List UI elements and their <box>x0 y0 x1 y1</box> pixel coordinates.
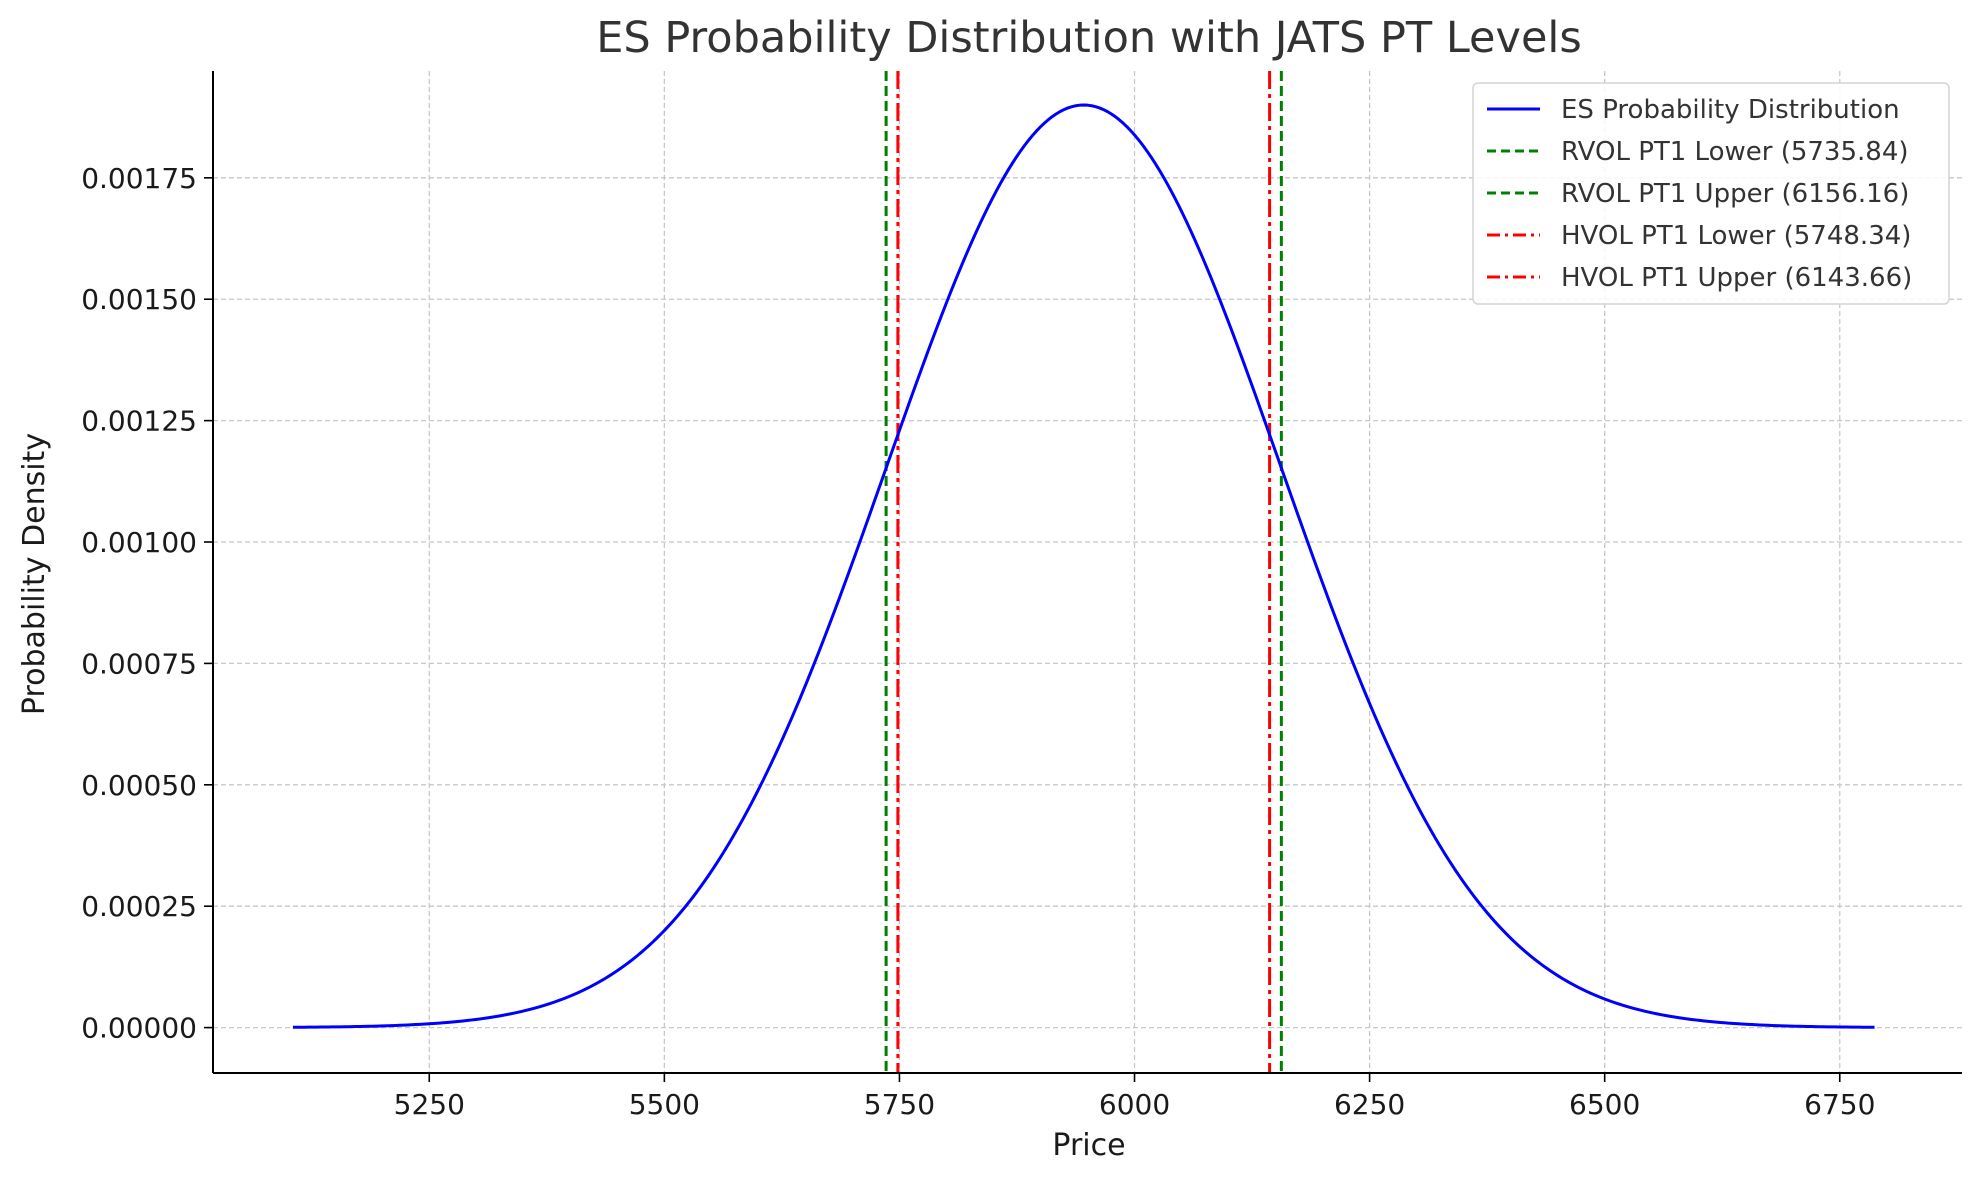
y-tick-label: 0.00025 <box>81 890 197 923</box>
legend-box <box>1472 82 1950 305</box>
x-tick-label: 5750 <box>864 1088 935 1121</box>
y-tick-label: 0.00150 <box>81 283 197 316</box>
curve-layer <box>292 103 1875 1029</box>
x-axis-title: Price <box>1052 1128 1125 1163</box>
y-axis-title: Probability Density <box>17 433 52 715</box>
y-tick-label: 0.00075 <box>81 647 197 680</box>
ticks-layer: 5250 5500 5750 6000 6250 6500 6750 0.00000 0.000… <box>81 162 1875 1121</box>
legend-label: HVOL PT1 Upper (6143.66) <box>1561 263 1912 293</box>
y-tick-label: 0.00125 <box>81 405 197 438</box>
x-tick-label: 5500 <box>629 1088 700 1121</box>
y-tick-label: 0.00100 <box>81 526 197 559</box>
vertical-lines-layer <box>884 71 1283 1073</box>
y-tick-label: 0.00050 <box>81 769 197 802</box>
x-tick-label: 6750 <box>1804 1088 1875 1121</box>
x-tick-label: 5250 <box>394 1088 465 1121</box>
y-tick-label: 0.00175 <box>81 162 197 195</box>
x-tick-label: 6000 <box>1099 1088 1170 1121</box>
legend-label: RVOL PT1 Lower (5735.84) <box>1561 137 1909 167</box>
y-tick-label: 0.00000 <box>81 1012 197 1045</box>
legend-label: ES Probability Distribution <box>1561 95 1900 125</box>
chart-title: ES Probability Distribution with JATS PT… <box>596 13 1582 63</box>
x-tick-label: 6500 <box>1569 1088 1640 1121</box>
distribution-curve <box>292 103 1875 1029</box>
legend: ES Probability Distribution RVOL PT1 Lowe… <box>1472 82 1950 305</box>
x-tick-label: 6250 <box>1334 1088 1405 1121</box>
legend-label: RVOL PT1 Upper (6156.16) <box>1561 179 1909 209</box>
legend-label: HVOL PT1 Lower (5748.34) <box>1561 221 1911 251</box>
